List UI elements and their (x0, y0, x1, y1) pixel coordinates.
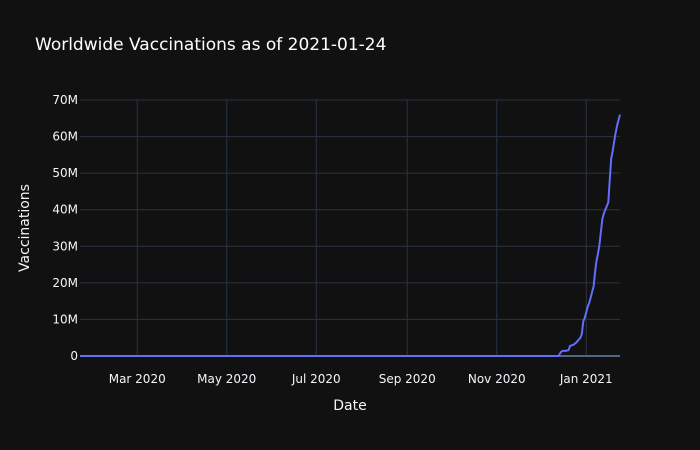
y-tick-label: 10M (52, 312, 78, 326)
plot-area (80, 114, 621, 357)
x-tick-label: Jul 2020 (291, 372, 341, 386)
chart-title: Worldwide Vaccinations as of 2021-01-24 (35, 35, 386, 55)
x-tick-label: Nov 2020 (468, 372, 526, 386)
series-line (80, 114, 621, 357)
x-axis-ticks: Mar 2020 May 2020 Jul 2020 Sep 2020 Nov 2020… (109, 372, 613, 386)
gridlines (80, 99, 620, 357)
y-tick-label: 20M (52, 276, 78, 290)
x-axis-title: Date (333, 398, 366, 414)
y-tick-label: 30M (52, 239, 78, 253)
y-tick-label: 40M (52, 203, 78, 217)
x-tick-label: May 2020 (197, 372, 256, 386)
y-axis-title: Vaccinations (17, 184, 33, 272)
y-tick-label: 0 (70, 349, 78, 363)
x-tick-label: Jan 2021 (559, 372, 613, 386)
x-tick-label: Mar 2020 (109, 372, 166, 386)
y-tick-label: 60M (52, 130, 78, 144)
y-tick-label: 50M (52, 166, 78, 180)
y-axis-ticks: 0 10M 20M 30M 40M 50M 60M 70M (52, 93, 78, 363)
y-tick-label: 70M (52, 93, 78, 107)
x-tick-label: Sep 2020 (379, 372, 436, 386)
